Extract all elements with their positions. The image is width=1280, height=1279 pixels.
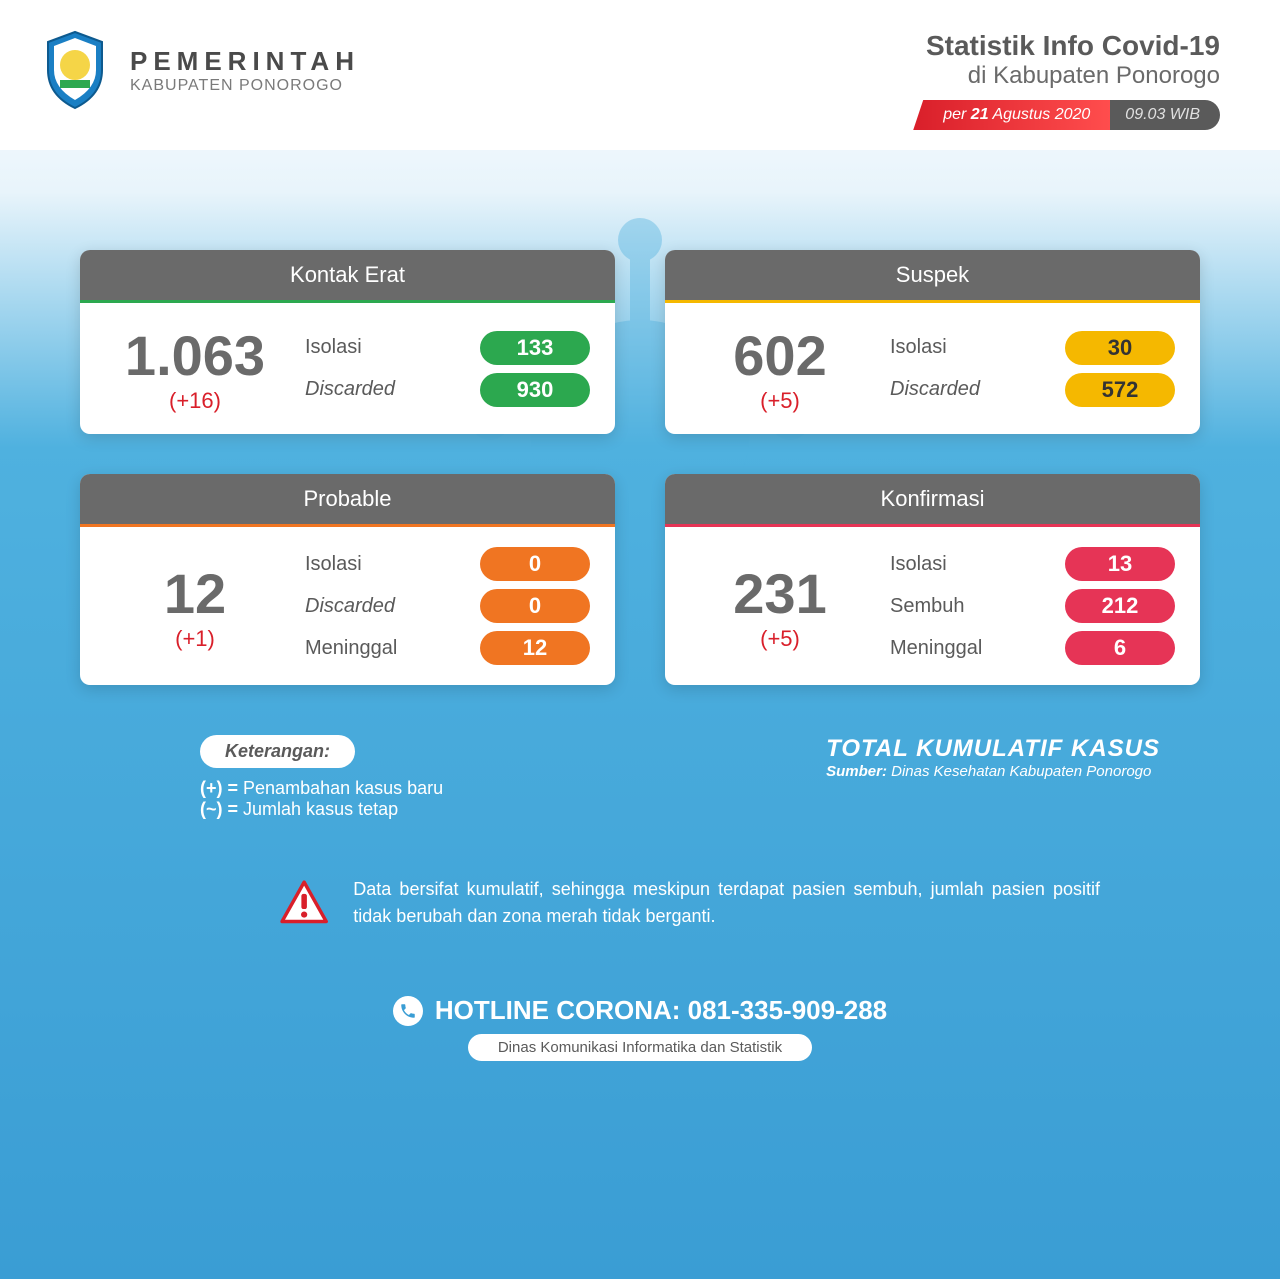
org-subtitle: KABUPATEN PONOROGO: [130, 77, 360, 95]
detail-label: Sembuh: [890, 595, 965, 618]
detail-value: 133: [480, 331, 590, 365]
detail-value: 0: [480, 547, 590, 581]
stat-card: Suspek 602(+5) Isolasi 30 Discarded 572: [665, 250, 1200, 434]
detail-value: 212: [1065, 589, 1175, 623]
detail-row: Isolasi 13: [890, 547, 1175, 581]
info-subtitle: di Kabupaten Ponorogo: [913, 62, 1220, 90]
date-bar: per 21 Agustus 2020 09.03 WIB: [913, 100, 1220, 130]
card-details: Isolasi 133 Discarded 930: [305, 331, 590, 407]
detail-label: Discarded: [305, 378, 395, 401]
stat-card: Konfirmasi 231(+5) Isolasi 13 Sembuh 212 Menin…: [665, 474, 1200, 685]
header-left: PEMERINTAH KABUPATEN PONOROGO: [40, 30, 360, 110]
keterangan-badge: Keterangan:: [200, 735, 355, 768]
detail-value: 13: [1065, 547, 1175, 581]
card-body: 231(+5) Isolasi 13 Sembuh 212 Meninggal 6: [665, 527, 1200, 685]
detail-row: Discarded 572: [890, 373, 1175, 407]
detail-label: Discarded: [305, 595, 395, 618]
total-number: 602: [690, 323, 870, 388]
detail-label: Isolasi: [890, 553, 947, 576]
detail-value: 30: [1065, 331, 1175, 365]
detail-row: Discarded 0: [305, 589, 590, 623]
delta-number: (+5): [690, 626, 870, 652]
detail-row: Isolasi 133: [305, 331, 590, 365]
header: PEMERINTAH KABUPATEN PONOROGO Statistik …: [0, 0, 1280, 150]
card-details: Isolasi 0 Discarded 0 Meninggal 12: [305, 547, 590, 665]
legend-line2: (~) = Jumlah kasus tetap: [200, 799, 443, 820]
total-title: TOTAL KUMULATIF KASUS: [826, 735, 1160, 763]
card-body: 12(+1)Isolasi0Discarded0Meninggal12: [80, 527, 615, 685]
total-number: 1.063: [105, 323, 285, 388]
card-details: Isolasi 30 Discarded 572: [890, 331, 1175, 407]
detail-row: Sembuh 212: [890, 589, 1175, 623]
delta-number: (+16): [105, 388, 285, 414]
legend-section: Keterangan: (+) = Penambahan kasus baru …: [0, 715, 1280, 840]
detail-value: 12: [480, 631, 590, 665]
detail-label: Meninggal: [305, 637, 397, 660]
detail-label: Meninggal: [890, 637, 982, 660]
info-title: Statistik Info Covid-19: [913, 30, 1220, 62]
hotline-dept: Dinas Komunikasi Informatika dan Statist…: [468, 1034, 812, 1061]
delta-number: (+1): [105, 626, 285, 652]
government-logo: [40, 30, 110, 110]
detail-value: 572: [1065, 373, 1175, 407]
total-number: 231: [690, 561, 870, 626]
card-main: 1.063(+16): [105, 323, 285, 414]
card-body: 602(+5) Isolasi 30 Discarded 572: [665, 303, 1200, 434]
delta-number: (+5): [690, 388, 870, 414]
detail-row: Isolasi 0: [305, 547, 590, 581]
source-line: Sumber: Dinas Kesehatan Kabupaten Ponoro…: [826, 763, 1160, 780]
detail-row: Discarded 930: [305, 373, 590, 407]
card-main: 12(+1): [105, 561, 285, 652]
detail-label: Discarded: [890, 378, 980, 401]
phone-icon: [393, 996, 423, 1026]
card-title: Probable: [80, 474, 615, 527]
cards-grid: Kontak Erat 1.063(+16) Isolasi 133 Discarded…: [0, 150, 1280, 715]
legend-left: Keterangan: (+) = Penambahan kasus baru …: [200, 735, 443, 820]
warning-icon: [280, 870, 328, 935]
detail-label: Isolasi: [305, 336, 362, 359]
legend-line1: (+) = Penambahan kasus baru: [200, 778, 443, 799]
detail-row: Isolasi 30: [890, 331, 1175, 365]
card-title: Kontak Erat: [80, 250, 615, 303]
detail-value: 930: [480, 373, 590, 407]
detail-label: Isolasi: [305, 553, 362, 576]
total-number: 12: [105, 561, 285, 626]
hotline-main: HOTLINE CORONA: 081-335-909-288: [0, 995, 1280, 1026]
stat-card: Probable12(+1)Isolasi0Discarded0Meningga…: [80, 474, 615, 685]
card-main: 231(+5): [690, 561, 870, 652]
date-badge: per 21 Agustus 2020: [913, 100, 1110, 130]
card-title: Konfirmasi: [665, 474, 1200, 527]
card-main: 602(+5): [690, 323, 870, 414]
detail-label: Isolasi: [890, 336, 947, 359]
detail-row: Meninggal 6: [890, 631, 1175, 665]
legend-right: TOTAL KUMULATIF KASUS Sumber: Dinas Kese…: [826, 735, 1160, 820]
org-title: PEMERINTAH: [130, 46, 360, 77]
time-badge: 09.03 WIB: [1110, 100, 1220, 130]
org-name: PEMERINTAH KABUPATEN PONOROGO: [130, 46, 360, 95]
detail-row: Meninggal 12: [305, 631, 590, 665]
note-text: Data bersifat kumulatif, sehingga meskip…: [353, 876, 1100, 930]
card-details: Isolasi 13 Sembuh 212 Meninggal 6: [890, 547, 1175, 665]
detail-value: 6: [1065, 631, 1175, 665]
card-body: 1.063(+16) Isolasi 133 Discarded 930: [80, 303, 615, 434]
header-right: Statistik Info Covid-19 di Kabupaten Pon…: [913, 30, 1220, 130]
hotline-section: HOTLINE CORONA: 081-335-909-288 Dinas Ko…: [0, 965, 1280, 1091]
detail-value: 0: [480, 589, 590, 623]
card-title: Suspek: [665, 250, 1200, 303]
note-section: Data bersifat kumulatif, sehingga meskip…: [0, 840, 1280, 965]
stat-card: Kontak Erat 1.063(+16) Isolasi 133 Discarded…: [80, 250, 615, 434]
